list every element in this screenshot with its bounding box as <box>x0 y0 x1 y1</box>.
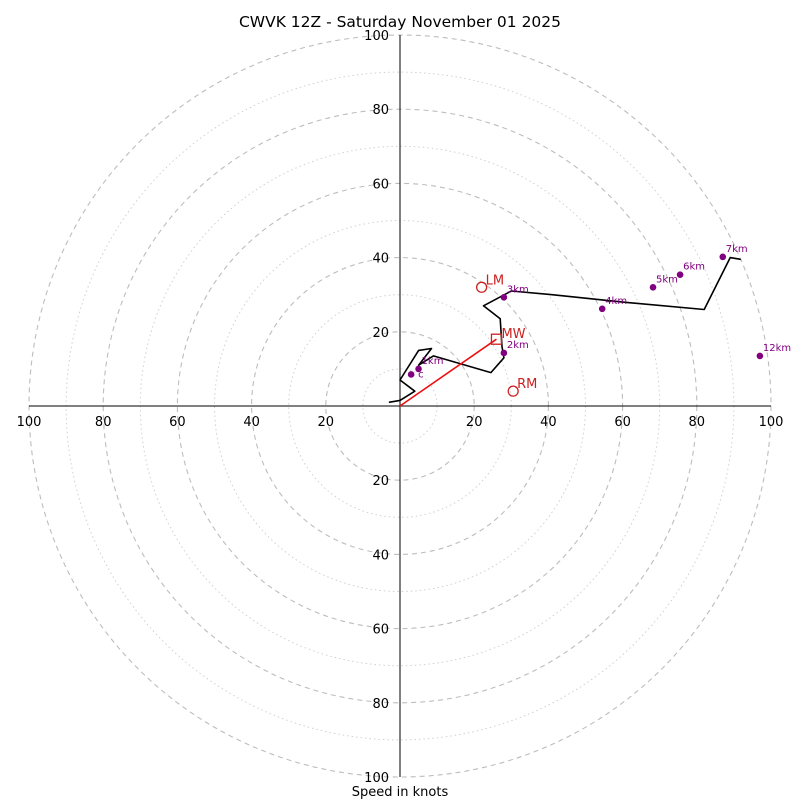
hodograph-trace <box>388 256 771 404</box>
tick-labels: 100 80 60 40 20 20 40 60 80 100 100 80 60 40 20 20 40 60 8… <box>17 29 784 786</box>
height-marker <box>407 371 415 378</box>
height-marker-label: 3km <box>507 284 529 295</box>
hodograph-trace-group <box>388 256 771 407</box>
height-marker-5km <box>649 283 657 291</box>
tick-label-y-top: 60 <box>372 177 389 192</box>
height-marker-label: 5km <box>656 274 678 285</box>
tick-label-y-bottom: 100 <box>364 771 389 786</box>
tick-label-y-bottom: 40 <box>372 548 389 563</box>
height-marker-12km <box>756 352 764 360</box>
tick-label-x-left: 60 <box>169 415 186 430</box>
tick-label-x-left: 100 <box>17 415 42 430</box>
height-markers: 1km 2km 3km 4km 5km 6km 7km 12km c <box>407 244 791 380</box>
storm-motion-lm-label: LM <box>486 273 504 288</box>
tick-label-y-top: 40 <box>372 252 389 267</box>
tick-label-x-left: 80 <box>95 415 112 430</box>
height-marker-6km <box>676 271 684 278</box>
height-marker-2km <box>500 349 508 357</box>
height-marker-4km <box>598 305 606 313</box>
height-marker-label: 1km <box>422 356 444 367</box>
chart-title: CWVK 12Z - Saturday November 01 2025 <box>239 13 561 31</box>
height-marker-label: 7km <box>726 244 748 255</box>
x-axis-title: Speed in knots <box>352 785 449 800</box>
storm-motion-mw-marker <box>490 333 503 345</box>
height-marker-label: 4km <box>605 296 627 307</box>
tick-label-x-right: 100 <box>759 415 784 430</box>
tick-label-x-left: 40 <box>243 415 260 430</box>
tick-label-x-right: 40 <box>540 415 557 430</box>
height-marker-3km <box>500 293 508 301</box>
tick-label-y-top: 100 <box>364 29 389 44</box>
storm-motion-mw-label: MW <box>501 327 525 342</box>
storm-motion-rm-marker <box>507 385 519 397</box>
tick-label-x-right: 60 <box>614 415 631 430</box>
surface-label: c <box>418 369 424 380</box>
shear-vector <box>399 338 497 407</box>
tick-label-y-bottom: 60 <box>372 623 389 638</box>
tick-label-x-right: 80 <box>689 415 706 430</box>
tick-label-x-right: 20 <box>466 415 483 430</box>
storm-motion-rm-label: RM <box>517 377 537 392</box>
tick-label-y-bottom: 20 <box>372 474 389 489</box>
storm-motion-markers: LM RM MW <box>475 273 537 397</box>
tick-label-y-top: 80 <box>372 103 389 118</box>
tick-label-x-left: 20 <box>318 415 335 430</box>
tick-label-y-top: 20 <box>372 326 389 341</box>
storm-motion-lm-marker <box>475 281 488 293</box>
height-marker-label: 12km <box>763 343 791 354</box>
tick-label-y-bottom: 80 <box>372 697 389 712</box>
height-marker-label: 6km <box>683 262 705 273</box>
height-marker-7km <box>719 253 727 261</box>
height-marker-1km <box>415 365 422 373</box>
height-marker-label: 2km <box>507 340 529 351</box>
